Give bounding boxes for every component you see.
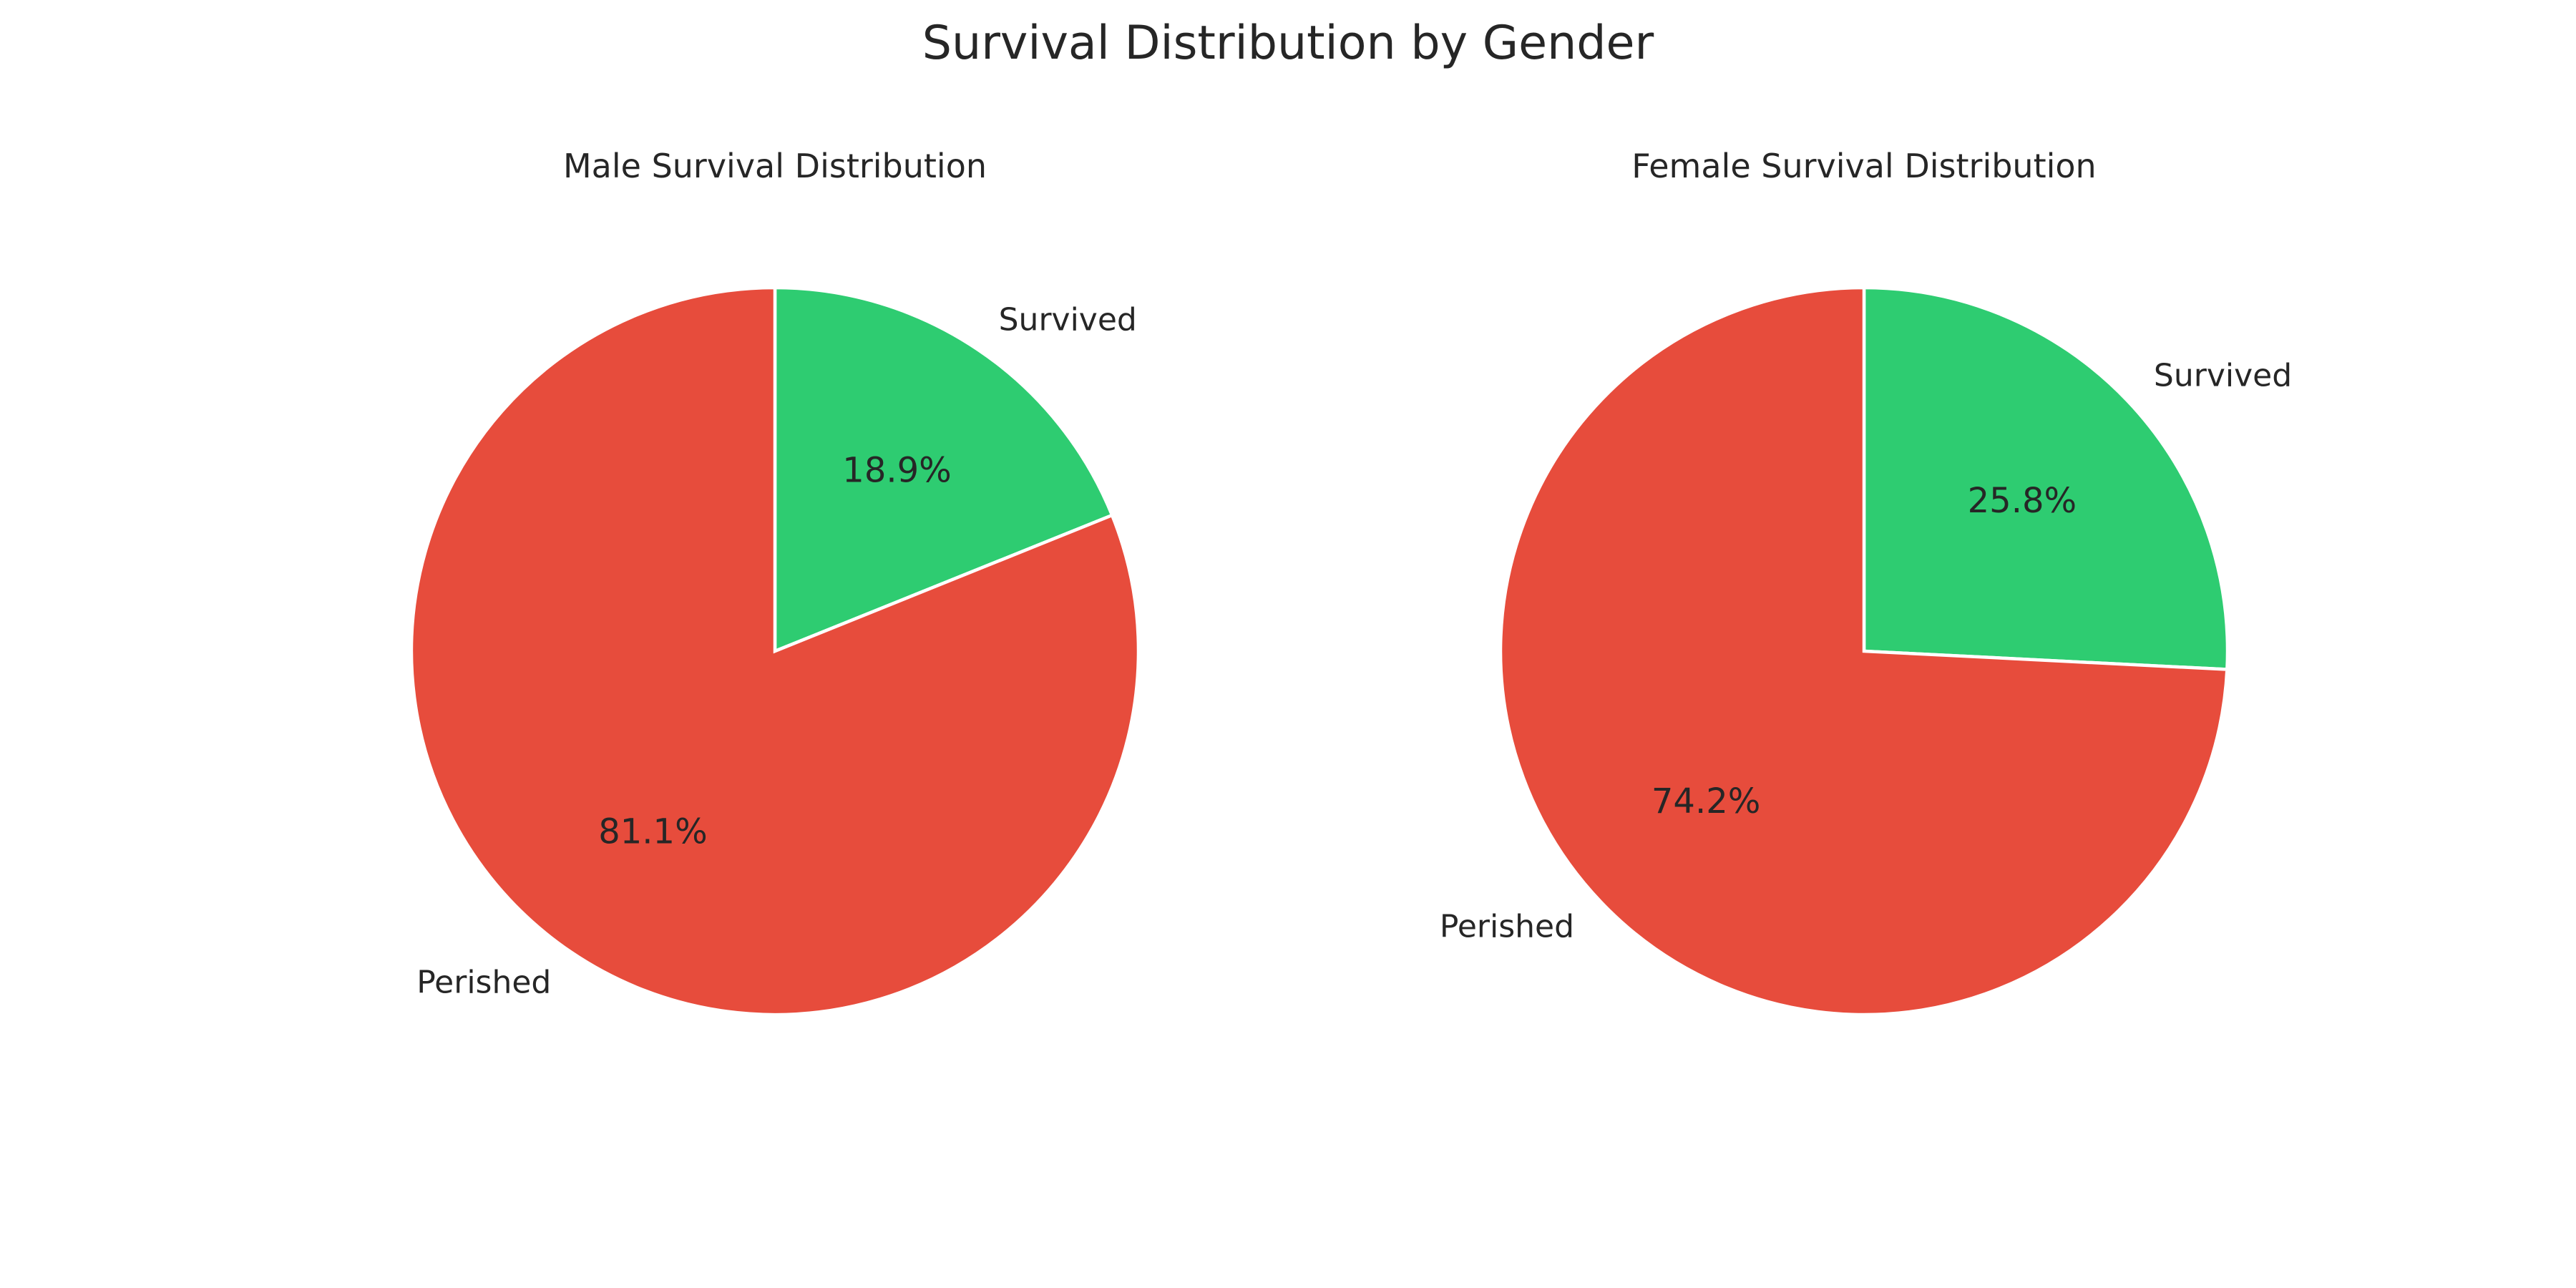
pie-panel-male: Male Survival Distribution Survived 18.9%…	[409, 147, 1141, 1017]
pie-slice-male-survived	[773, 286, 1115, 654]
pie-slice-female-survived	[1862, 286, 2230, 671]
pie-chart-male: Survived 18.9% Perished 81.1%	[409, 286, 1141, 1017]
pie-slice-male-perished	[409, 286, 1141, 1017]
pie-slice-female-perished	[1498, 286, 2229, 1017]
pie-title-female: Female Survival Distribution	[1631, 147, 2096, 185]
slice-label-male-perished: Perished	[416, 965, 551, 1001]
slice-label-female-survived: Survived	[2154, 357, 2292, 394]
slice-label-female-perished: Perished	[1440, 909, 1574, 945]
pie-title-male: Male Survival Distribution	[563, 147, 987, 185]
pie-chart-female: Survived 25.8% Perished 74.2%	[1440, 286, 2292, 1017]
pie-panel-female: Female Survival Distribution Survived 25.…	[1440, 147, 2292, 1017]
slice-value-label-male-perished: 81.1%	[598, 812, 707, 852]
slice-label-male-survived: Survived	[999, 301, 1137, 338]
figure-title: Survival Distribution by Gender	[922, 16, 1654, 70]
slice-value-label-female-survived: 25.8%	[1968, 481, 2077, 521]
slice-value-label-female-perished: 74.2%	[1652, 781, 1760, 821]
slice-value-label-male-survived: 18.9%	[842, 450, 951, 490]
